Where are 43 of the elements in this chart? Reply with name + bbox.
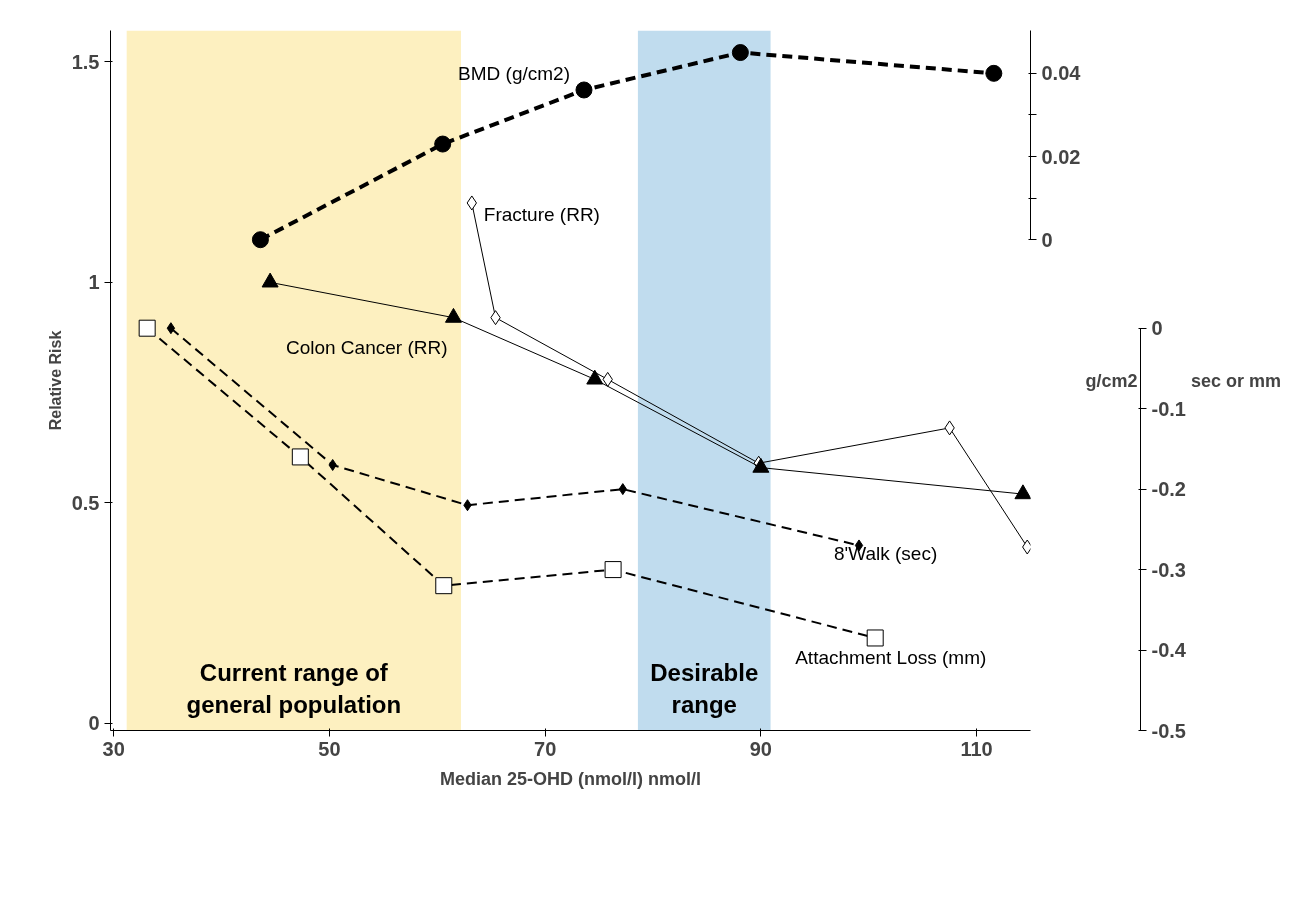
x-tick-label: 50 <box>318 737 341 760</box>
point <box>261 272 279 288</box>
point <box>752 457 770 473</box>
x-tick-label: 90 <box>749 737 772 760</box>
y2-tick-label: 0.04 <box>1041 62 1082 85</box>
point <box>586 369 604 385</box>
series-label: Fracture (RR) <box>483 204 600 226</box>
x-tick-label: 110 <box>960 737 993 760</box>
x-tick-label: 30 <box>102 737 125 760</box>
series-label: Colon Cancer (RR) <box>285 337 448 359</box>
y-axis-title: Relative Risk <box>46 330 64 431</box>
point <box>138 319 156 337</box>
point <box>434 135 452 153</box>
x-tick-label: 70 <box>534 737 557 760</box>
point <box>731 44 749 62</box>
y3-tick-label: 0 <box>1151 317 1163 340</box>
y-tick-label: 1 <box>88 271 100 294</box>
band-label: Desirable range <box>650 659 759 719</box>
point <box>166 322 176 335</box>
y3-axis-title: sec or mm <box>1190 370 1282 391</box>
y2-tick-label: 0 <box>1041 228 1053 251</box>
point <box>575 81 593 99</box>
y2-tick-label: 0.02 <box>1041 145 1081 168</box>
band-label: Current range of general population <box>186 659 402 719</box>
y3-tick-label: -0.2 <box>1151 478 1186 501</box>
y3-tick-label: -0.4 <box>1151 639 1187 662</box>
series-label: 8'Walk (sec) <box>834 542 938 564</box>
y-tick-label: 0.5 <box>71 491 100 514</box>
y3-tick-label: -0.5 <box>1151 719 1186 742</box>
point <box>444 307 462 323</box>
point <box>985 64 1003 82</box>
point <box>291 448 309 466</box>
y3-tick-label: -0.1 <box>1151 397 1186 420</box>
x-axis-title: Median 25-OHD (nmol/l) nmol/l <box>440 768 702 789</box>
series-label: Attachment Loss (mm) <box>795 647 987 669</box>
point <box>1014 484 1031 500</box>
point <box>435 577 453 595</box>
point <box>251 231 269 249</box>
series-label: BMD (g/cm2) <box>458 63 570 85</box>
y-tick-label: 1.5 <box>71 50 100 73</box>
y-tick-label: 0 <box>88 712 100 735</box>
y2-axis-title: g/cm2 <box>1085 370 1138 391</box>
y3-tick-label: -0.3 <box>1151 558 1186 581</box>
